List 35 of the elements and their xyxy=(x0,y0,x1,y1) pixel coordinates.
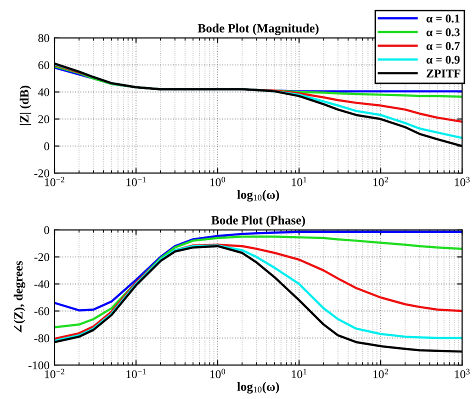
x-axis-title: log$_{10}$(ω) xyxy=(237,190,280,202)
legend-label: α = 0.1 xyxy=(426,14,460,23)
x-axis-title: log$_{10}$(ω) xyxy=(237,382,280,394)
y-axis-title: |Z| (dB) xyxy=(20,86,32,125)
y-tick-label: -40 xyxy=(34,280,50,288)
y-axis-title: ∠(Z), degrees xyxy=(14,261,26,333)
y-tick-label: 0 xyxy=(44,226,50,234)
x-tick-label: 10$^{−1}$ xyxy=(126,176,146,186)
legend-label: α = 0.7 xyxy=(426,42,460,50)
y-tick-label: 0 xyxy=(44,142,50,150)
legend-label: α = 0.3 xyxy=(426,28,460,36)
legend-label: α = 0.9 xyxy=(426,56,460,64)
x-tick-label: 10$^{−2}$ xyxy=(45,368,64,378)
x-tick-label: 10$^{1}$ xyxy=(292,368,306,378)
x-tick-label: 10$^{0}$ xyxy=(210,368,226,378)
x-tick-label: 10$^{−2}$ xyxy=(45,176,64,186)
x-tick-label: 10$^{2}$ xyxy=(373,176,388,186)
y-tick-label: 80 xyxy=(38,34,50,42)
x-tick-label: 10$^{−1}$ xyxy=(126,368,146,378)
y-tick-label: 40 xyxy=(38,88,50,96)
x-tick-label: 10$^{3}$ xyxy=(454,176,470,186)
legend-label: ZPITF xyxy=(426,70,460,78)
y-tick-label: -60 xyxy=(34,307,50,316)
x-tick-label: 10$^{1}$ xyxy=(292,176,306,186)
x-tick-label: 10$^{2}$ xyxy=(373,368,388,378)
y-tick-label: 20 xyxy=(38,115,50,124)
y-tick-label: -20 xyxy=(34,169,50,178)
chart-title: Bode Plot (Phase) xyxy=(211,216,305,227)
y-tick-label: -80 xyxy=(34,334,50,342)
chart-title: Bode Plot (Magnitude) xyxy=(198,24,319,36)
x-tick-label: 10$^{0}$ xyxy=(210,176,226,186)
y-tick-label: -100 xyxy=(28,361,50,370)
y-tick-label: 60 xyxy=(38,61,50,70)
y-tick-label: -20 xyxy=(34,253,50,262)
x-tick-label: 10$^{3}$ xyxy=(454,368,470,378)
